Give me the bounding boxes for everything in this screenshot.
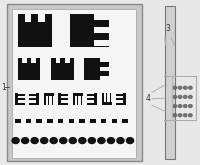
- Bar: [18, 58, 40, 80]
- Bar: [15, 103, 25, 105]
- Bar: [79, 119, 85, 123]
- Bar: [65, 57, 70, 63]
- Bar: [100, 58, 109, 62]
- Bar: [12, 9, 136, 158]
- Bar: [102, 93, 104, 105]
- Circle shape: [12, 138, 19, 144]
- Bar: [58, 94, 68, 96]
- Circle shape: [189, 105, 192, 108]
- Bar: [31, 57, 36, 63]
- Bar: [84, 58, 109, 80]
- Bar: [116, 98, 126, 100]
- Bar: [73, 93, 83, 96]
- Bar: [44, 93, 46, 105]
- Bar: [116, 94, 126, 96]
- Bar: [73, 93, 75, 105]
- Bar: [87, 103, 97, 105]
- Circle shape: [189, 114, 192, 117]
- Bar: [102, 102, 112, 105]
- Bar: [15, 94, 25, 96]
- Bar: [58, 93, 61, 105]
- Circle shape: [173, 114, 177, 117]
- Bar: [44, 93, 54, 96]
- Bar: [69, 119, 74, 123]
- Bar: [29, 94, 39, 96]
- Bar: [29, 103, 39, 105]
- Bar: [36, 93, 39, 105]
- Bar: [29, 98, 39, 100]
- Bar: [15, 93, 18, 105]
- Bar: [100, 67, 109, 71]
- Bar: [100, 76, 109, 80]
- Circle shape: [178, 105, 182, 108]
- Bar: [47, 119, 53, 123]
- Bar: [58, 119, 63, 123]
- Bar: [123, 93, 126, 105]
- Bar: [110, 93, 111, 105]
- Circle shape: [173, 86, 177, 89]
- Circle shape: [50, 138, 57, 144]
- Bar: [58, 103, 68, 105]
- Bar: [36, 119, 42, 123]
- Bar: [56, 57, 60, 63]
- Bar: [165, 6, 175, 159]
- Circle shape: [88, 138, 95, 144]
- Bar: [77, 93, 78, 105]
- Circle shape: [69, 138, 76, 144]
- Circle shape: [173, 105, 177, 108]
- Circle shape: [117, 138, 124, 144]
- Bar: [15, 119, 21, 123]
- Text: 1: 1: [1, 83, 6, 92]
- Bar: [101, 119, 106, 123]
- Bar: [22, 57, 27, 63]
- Bar: [106, 93, 107, 105]
- Bar: [94, 27, 109, 33]
- Bar: [25, 13, 31, 22]
- Circle shape: [79, 138, 86, 144]
- Circle shape: [22, 138, 29, 144]
- Circle shape: [60, 138, 67, 144]
- Text: 3: 3: [165, 24, 170, 33]
- Bar: [52, 93, 53, 105]
- Bar: [112, 119, 117, 123]
- Bar: [116, 103, 126, 105]
- Bar: [94, 93, 97, 105]
- Circle shape: [173, 95, 177, 98]
- Circle shape: [178, 114, 182, 117]
- Bar: [122, 119, 128, 123]
- Bar: [58, 98, 68, 100]
- Circle shape: [183, 86, 187, 89]
- Bar: [26, 119, 31, 123]
- Bar: [81, 93, 82, 105]
- Bar: [94, 40, 109, 46]
- Bar: [94, 14, 109, 20]
- Circle shape: [183, 105, 187, 108]
- Bar: [87, 94, 97, 96]
- Circle shape: [107, 138, 114, 144]
- Circle shape: [178, 86, 182, 89]
- Bar: [90, 119, 96, 123]
- Bar: [18, 14, 52, 47]
- Circle shape: [183, 95, 187, 98]
- Circle shape: [31, 138, 38, 144]
- Bar: [48, 93, 49, 105]
- Circle shape: [189, 86, 192, 89]
- Circle shape: [126, 138, 134, 144]
- Circle shape: [178, 95, 182, 98]
- Circle shape: [98, 138, 105, 144]
- Bar: [70, 14, 109, 47]
- Bar: [15, 98, 25, 100]
- Text: 4: 4: [145, 94, 150, 103]
- Circle shape: [41, 138, 48, 144]
- Bar: [7, 4, 142, 161]
- Bar: [51, 58, 74, 80]
- Circle shape: [183, 114, 187, 117]
- Bar: [87, 98, 97, 100]
- Circle shape: [189, 95, 192, 98]
- Bar: [38, 13, 45, 22]
